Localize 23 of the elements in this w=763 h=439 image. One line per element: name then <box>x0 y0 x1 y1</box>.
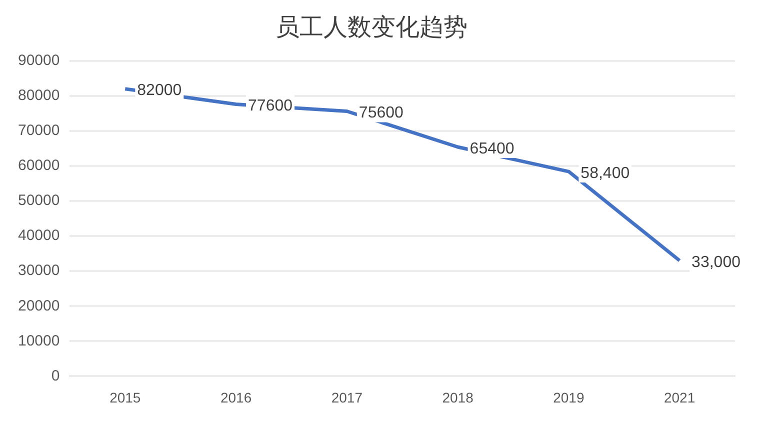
y-tick-label: 10000 <box>18 332 60 350</box>
data-label: 77600 <box>248 98 293 115</box>
y-tick-label: 0 <box>51 367 60 384</box>
y-tick-label: 60000 <box>18 157 60 174</box>
data-label: 75600 <box>358 104 404 122</box>
x-tick-label: 2016 <box>220 389 252 406</box>
y-tick-label: 30000 <box>18 262 60 280</box>
x-tick-label: 2021 <box>664 389 696 406</box>
y-tick-label: 20000 <box>18 297 60 314</box>
x-tick-label: 2018 <box>442 389 474 406</box>
y-tick-label: 70000 <box>18 122 60 140</box>
x-tick-label: 2015 <box>110 389 141 406</box>
y-tick-label: 40000 <box>18 227 60 244</box>
data-label: 33,000 <box>692 254 741 271</box>
x-tick-label: 2019 <box>553 389 584 406</box>
data-label: 65400 <box>470 140 514 158</box>
data-label: 58,400 <box>580 164 630 182</box>
data-label: 82000 <box>137 82 182 100</box>
y-tick-label: 80000 <box>18 86 60 104</box>
x-tick-label: 2017 <box>331 389 363 406</box>
y-tick-label: 50000 <box>18 192 60 210</box>
y-tick-label: 90000 <box>18 52 60 69</box>
chart-title: 员工人数变化趋势 <box>276 14 468 42</box>
